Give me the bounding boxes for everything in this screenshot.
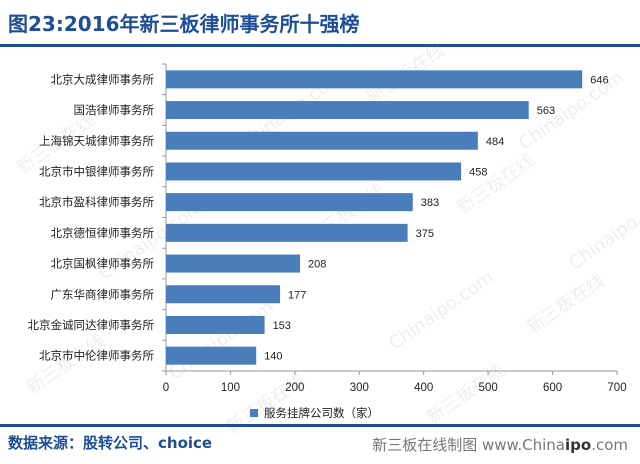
title-bar: 图23:2016年新三板律师事务所十强榜	[0, 0, 640, 44]
bar	[166, 70, 583, 89]
bar	[166, 285, 281, 304]
data-label: 375	[416, 228, 434, 240]
credit-note: 新三板在线制图 www.Chinaipo.com	[372, 434, 628, 455]
bar	[166, 254, 301, 273]
bottom-divider	[0, 424, 640, 427]
data-label: 153	[273, 320, 291, 332]
category-label: 北京市盈科律师事务所	[39, 195, 154, 209]
page-title: 图23:2016年新三板律师事务所十强榜	[8, 11, 360, 36]
category-label: 北京大成律师事务所	[51, 72, 155, 86]
data-label: 458	[469, 166, 487, 178]
top-divider	[0, 44, 640, 47]
x-tick-label: 100	[221, 382, 240, 394]
credit-bold: ipo	[565, 436, 592, 454]
data-label: 140	[264, 351, 282, 363]
data-label: 383	[421, 197, 439, 209]
bar	[166, 223, 408, 242]
x-tick-label: 300	[350, 382, 369, 394]
x-tick-label: 400	[414, 382, 433, 394]
credit-suffix: .com	[591, 436, 628, 454]
data-label: 563	[537, 105, 555, 117]
bar	[166, 315, 265, 334]
category-label: 上海锦天城律师事务所	[39, 134, 154, 148]
bar	[166, 346, 257, 365]
credit-prefix: 新三板在线制图 www.China	[372, 436, 565, 454]
data-label: 484	[486, 136, 504, 148]
category-label: 北京市中银律师事务所	[39, 164, 154, 178]
bar-chart: 北京大成律师事务所 646 国浩律师事务所 563 上海锦天城律师事务所 484 北京市中银…	[28, 63, 627, 420]
bar	[166, 162, 462, 181]
x-tick-label: 700	[607, 382, 626, 394]
category-label: 广东华商律师事务所	[51, 287, 155, 301]
category-label: 北京德恒律师事务所	[51, 226, 155, 240]
data-label: 177	[288, 289, 306, 301]
category-label: 国浩律师事务所	[74, 103, 155, 117]
x-tick-label: 200	[285, 382, 304, 394]
x-tick-label: 0	[163, 382, 169, 394]
bar	[166, 101, 529, 120]
legend-swatch	[250, 409, 258, 417]
category-label: 北京金诚同达律师事务所	[28, 318, 155, 332]
legend-label: 服务挂牌公司数（家）	[264, 406, 379, 420]
x-tick-label: 500	[479, 382, 498, 394]
source-note: 数据来源：股转公司、choice	[8, 434, 213, 452]
x-tick-label: 600	[543, 382, 562, 394]
data-label: 208	[308, 259, 326, 271]
bar	[166, 131, 478, 150]
data-label: 646	[590, 74, 608, 86]
bar	[166, 193, 413, 212]
category-label: 北京国枫律师事务所	[51, 257, 155, 271]
category-label: 北京市中伦律师事务所	[39, 349, 154, 363]
